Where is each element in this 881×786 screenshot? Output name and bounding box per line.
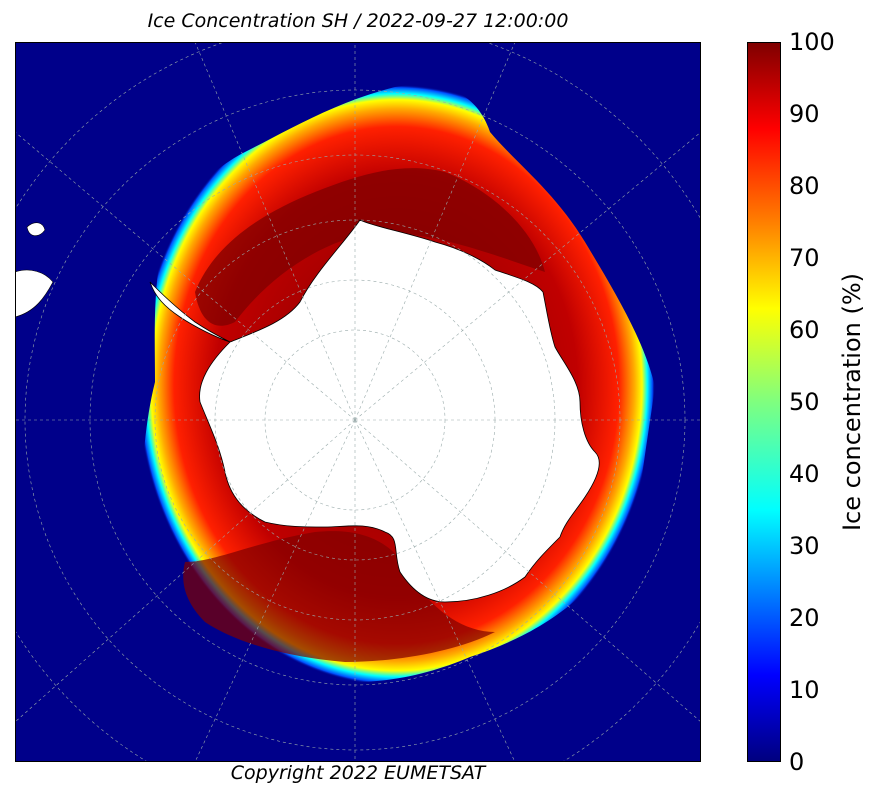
sea-ice-core-west <box>195 168 545 326</box>
island-outline <box>26 222 46 236</box>
map-title: Ice Concentration SH / 2022-09-27 12:00:… <box>147 10 569 32</box>
colorbar-tick-80: 80 <box>789 172 820 200</box>
colorbar-tick-20: 20 <box>789 604 820 632</box>
antarctica-landmass <box>199 219 600 603</box>
map-frame <box>15 42 701 762</box>
antarctic-peninsula <box>149 281 231 343</box>
south-america-coast <box>15 269 54 318</box>
colorbar-tick-10: 10 <box>789 676 820 704</box>
colorbar-tick-40: 40 <box>789 460 820 488</box>
ice-concentration-map <box>15 42 701 762</box>
colorbar-tick-70: 70 <box>789 244 820 272</box>
colorbar-tick-90: 90 <box>789 100 820 128</box>
colorbar <box>747 42 781 762</box>
colorbar-tick-50: 50 <box>789 388 820 416</box>
copyright-notice: Copyright 2022 EUMETSAT <box>230 762 486 784</box>
colorbar-tick-60: 60 <box>789 316 820 344</box>
sea-ice-core-south <box>183 531 495 662</box>
graticule-grid <box>15 42 701 762</box>
colorbar-label: Ice concentration (%) <box>838 272 866 532</box>
colorbar-tick-0: 0 <box>789 748 805 776</box>
colorbar-tick-30: 30 <box>789 532 820 560</box>
colorbar-tick-100: 100 <box>789 28 835 56</box>
